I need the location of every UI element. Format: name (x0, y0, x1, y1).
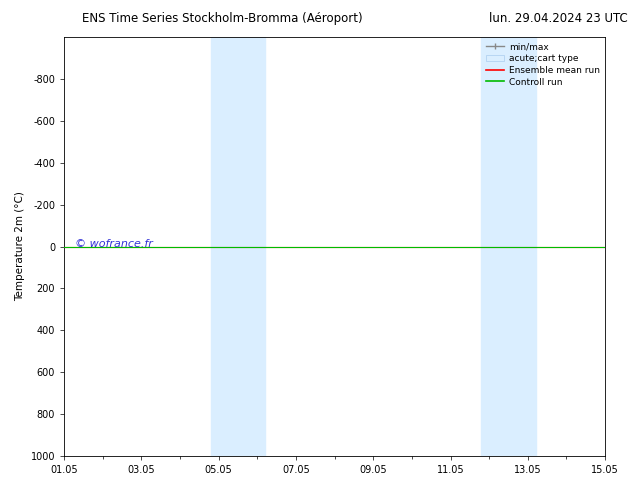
Text: lun. 29.04.2024 23 UTC: lun. 29.04.2024 23 UTC (489, 12, 628, 25)
Y-axis label: Temperature 2m (°C): Temperature 2m (°C) (15, 192, 25, 301)
Text: ENS Time Series Stockholm-Bromma (Aéroport): ENS Time Series Stockholm-Bromma (Aéropo… (82, 12, 363, 25)
Bar (211, 37, 265, 456)
Bar (481, 37, 536, 456)
Legend: min/max, acute;cart type, Ensemble mean run, Controll run: min/max, acute;cart type, Ensemble mean … (482, 39, 604, 90)
Text: © wofrance.fr: © wofrance.fr (75, 240, 153, 249)
